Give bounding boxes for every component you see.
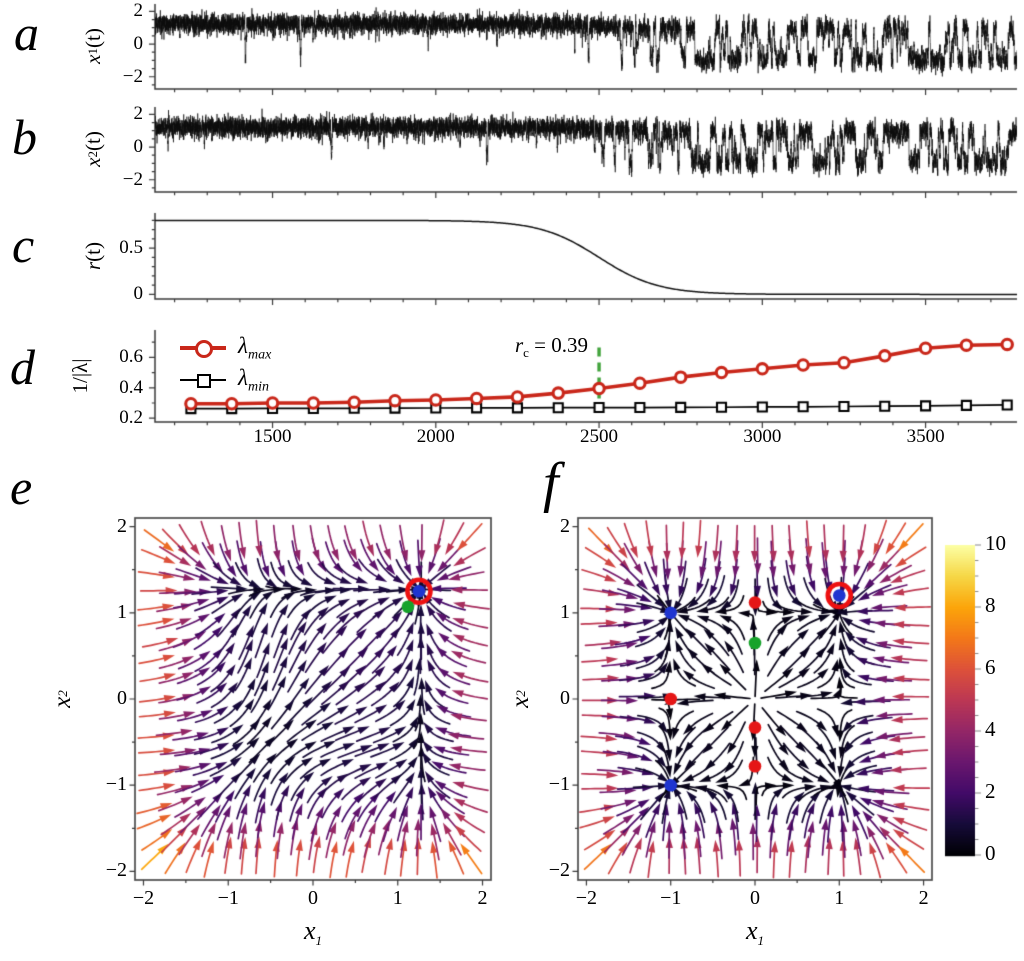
lambda-min-square-marker bbox=[197, 373, 211, 388]
colorbar-tick-label: 10 bbox=[985, 531, 1006, 555]
tick-label: 1 bbox=[834, 887, 845, 909]
panel-label-c: c bbox=[12, 217, 35, 273]
tick-label: 2 bbox=[918, 887, 929, 909]
xlabel-panel-f: x1 bbox=[745, 916, 765, 949]
tick-label: 2 bbox=[117, 514, 127, 537]
tick-label: 3000 bbox=[743, 426, 782, 447]
lambda-min-line-sample bbox=[180, 373, 226, 388]
tick-label: −2 bbox=[122, 65, 143, 87]
colorbar-tick-label: 8 bbox=[985, 593, 996, 617]
tick-label: 0 bbox=[750, 887, 760, 909]
colorbar-tick-label: 2 bbox=[985, 779, 996, 803]
tick-label: −2 bbox=[122, 168, 143, 190]
tick-label: 0 bbox=[133, 283, 144, 305]
tick-label: 0.5 bbox=[119, 237, 143, 259]
tick-label: 0.4 bbox=[119, 376, 143, 398]
tick-label: 2500 bbox=[580, 426, 619, 447]
tick-label: 2 bbox=[133, 103, 144, 125]
tick-label: 2 bbox=[133, 0, 144, 22]
panel-label-d: d bbox=[10, 339, 35, 395]
lambda-max-line-sample bbox=[180, 340, 226, 358]
colorbar-tick-label: 0 bbox=[985, 841, 996, 865]
tick-label: −2 bbox=[105, 859, 127, 882]
panel-label-f: f bbox=[543, 452, 559, 514]
annotation-rc: rc = 0.39 bbox=[514, 333, 588, 361]
xlabel-panel-e: x1 bbox=[303, 916, 323, 949]
tick-label: −1 bbox=[548, 773, 570, 796]
tick-label: 0 bbox=[133, 136, 144, 158]
ylabel-panel-d: 1/|λ| bbox=[67, 358, 92, 394]
tick-label: 0.6 bbox=[119, 346, 143, 368]
panel-d-legend: λmax λmin bbox=[180, 332, 271, 396]
lambda-max-circle-marker bbox=[195, 340, 213, 358]
tick-label: −2 bbox=[548, 859, 570, 882]
tick-label: 1 bbox=[117, 600, 127, 623]
tick-label: 0 bbox=[308, 887, 318, 909]
tick-label: −2 bbox=[575, 887, 598, 909]
colorbar-tick-label: 6 bbox=[985, 655, 996, 679]
tick-label: −1 bbox=[105, 773, 127, 796]
colorbar-tick-label: 4 bbox=[985, 717, 996, 741]
lambda-max-label: λmax bbox=[238, 332, 272, 363]
legend-item-lambda-max: λmax bbox=[180, 332, 271, 364]
tick-label: 2 bbox=[477, 887, 488, 909]
tick-label: 2000 bbox=[416, 426, 455, 447]
tick-label: 0.2 bbox=[119, 407, 143, 429]
legend-item-lambda-min: λmin bbox=[180, 364, 271, 396]
tick-label: 1500 bbox=[253, 426, 292, 447]
panel-label-b: b bbox=[12, 109, 37, 165]
tick-label: 2 bbox=[560, 514, 570, 537]
tick-label: 0 bbox=[117, 687, 127, 709]
panel-label-a: a bbox=[14, 5, 39, 61]
tick-label: 0 bbox=[560, 687, 570, 709]
tick-label: −1 bbox=[660, 887, 682, 909]
tick-label: 1 bbox=[392, 887, 403, 909]
tick-label: 1 bbox=[560, 600, 570, 623]
tick-label: 3500 bbox=[906, 426, 945, 447]
lambda-min-label: λmin bbox=[238, 364, 269, 395]
panel-label-e: e bbox=[10, 459, 33, 515]
tick-label: −1 bbox=[217, 887, 239, 909]
tick-label: 0 bbox=[133, 33, 144, 55]
tick-label: −2 bbox=[132, 887, 155, 909]
